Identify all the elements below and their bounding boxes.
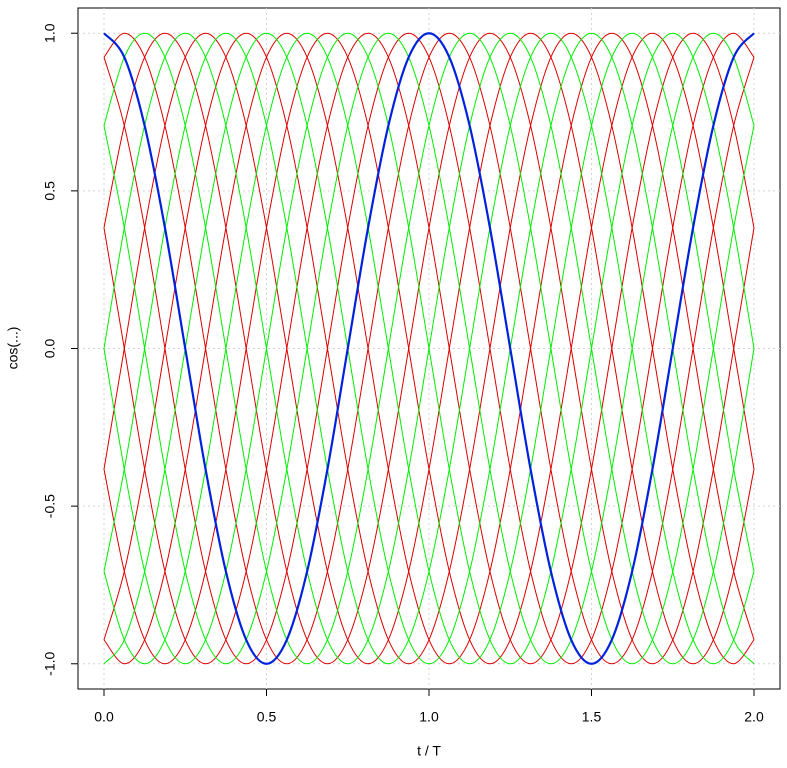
y-tick-label: -0.5 bbox=[42, 494, 58, 518]
x-tick-label: 0.0 bbox=[94, 709, 114, 725]
line bbox=[103, 32, 755, 665]
y-tick-label: 0.0 bbox=[42, 339, 58, 359]
x-tick-label: 1.5 bbox=[582, 709, 602, 725]
line bbox=[103, 32, 755, 665]
x-tick-label: 1.0 bbox=[419, 709, 439, 725]
line bbox=[103, 32, 755, 665]
y-tick-label: 1.0 bbox=[42, 23, 58, 43]
y-tick-label: 0.5 bbox=[42, 181, 58, 201]
line bbox=[103, 32, 755, 665]
line bbox=[103, 32, 755, 665]
x-tick-label: 0.5 bbox=[257, 709, 277, 725]
x-axis-label: t / T bbox=[417, 743, 441, 759]
y-tick-label: -1.0 bbox=[42, 652, 58, 676]
line bbox=[103, 32, 755, 665]
y-axis-label: cos(...) bbox=[5, 327, 21, 370]
x-tick-label: 2.0 bbox=[744, 709, 764, 725]
line bbox=[103, 32, 755, 665]
